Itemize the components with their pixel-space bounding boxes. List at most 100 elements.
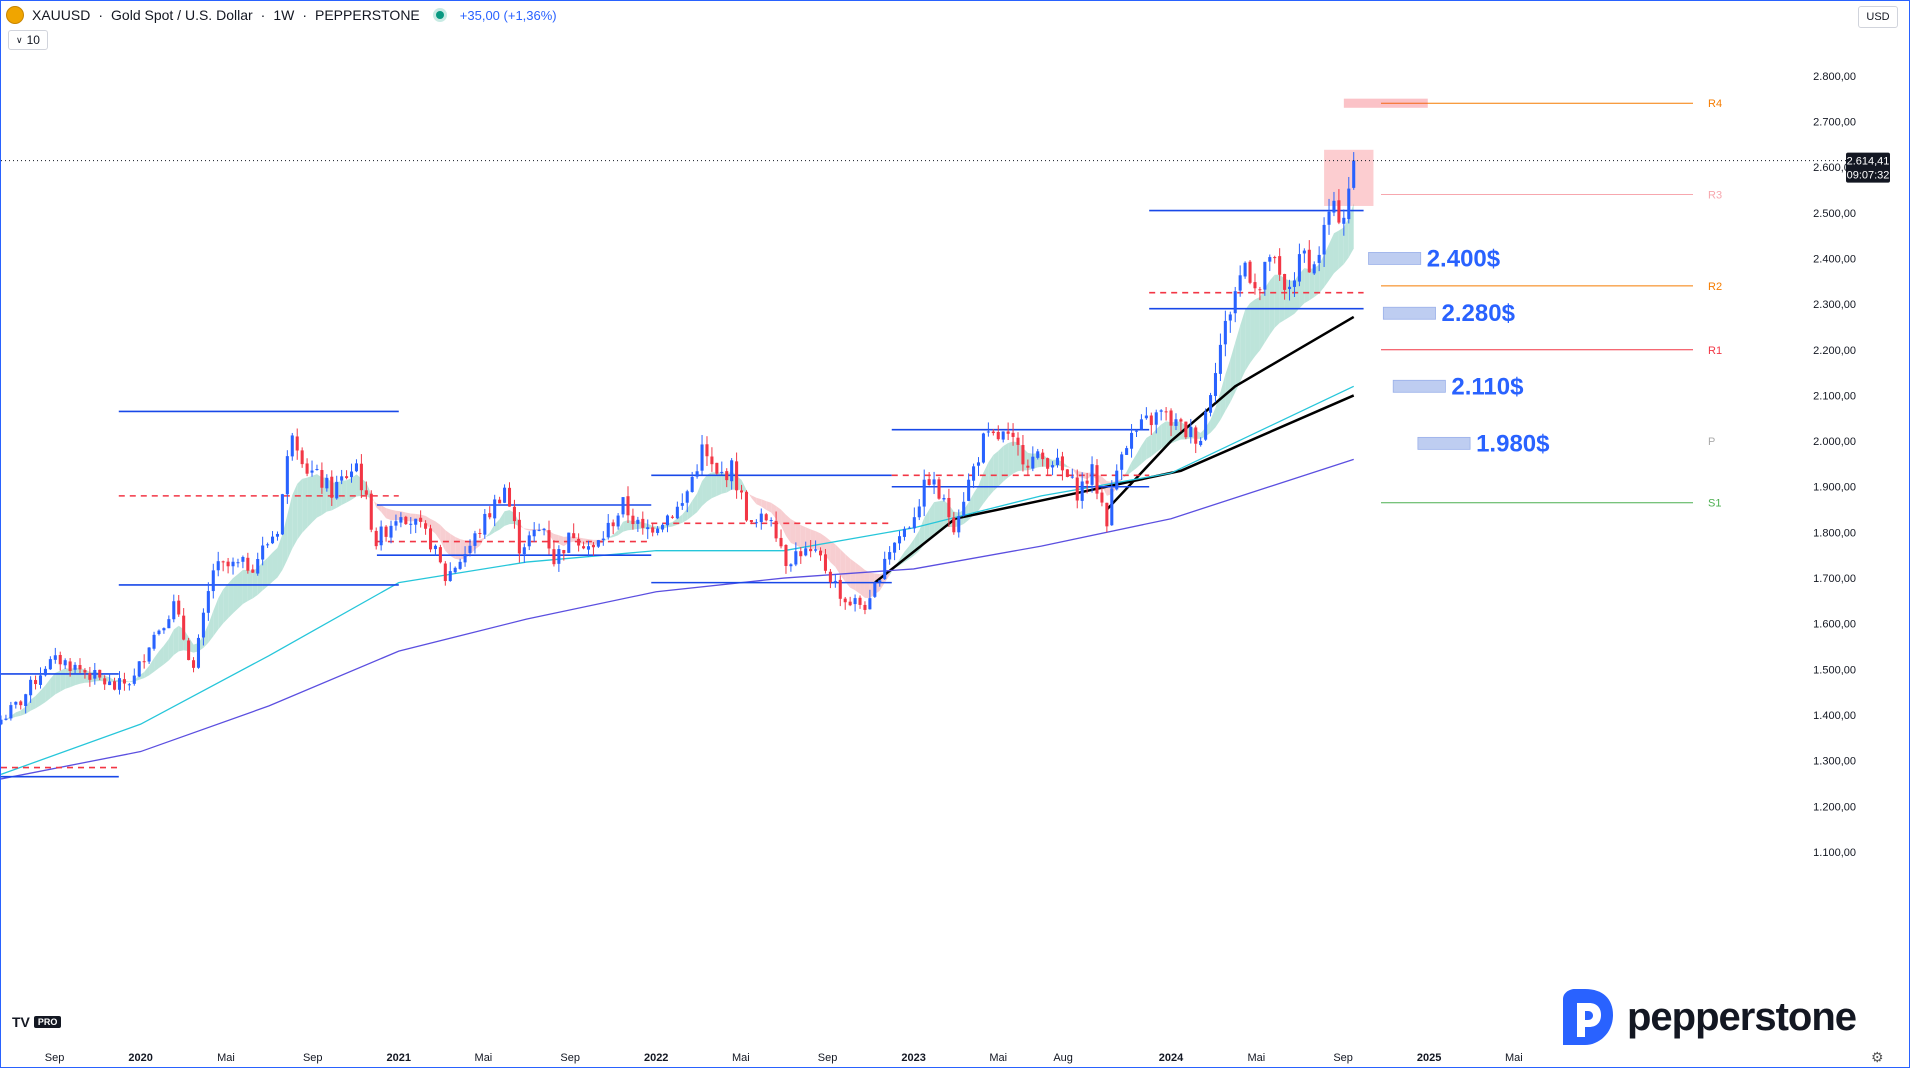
trend-band-segment: [109, 677, 115, 683]
bull-candle: [1110, 488, 1114, 526]
bar-countdown: 09:07:32: [1847, 170, 1890, 182]
bear-candle: [749, 520, 753, 523]
bear-candle: [1307, 249, 1311, 273]
bear-candle: [952, 517, 956, 533]
trend-band-segment: [1151, 429, 1157, 457]
trend-band-segment: [75, 667, 80, 686]
bear-candle: [305, 463, 309, 474]
chart-settings-icon[interactable]: ⚙: [1871, 1049, 1884, 1065]
symbol-name[interactable]: XAUUSD: [32, 7, 91, 23]
bear-candle: [359, 463, 363, 491]
bull-candle: [1031, 456, 1035, 469]
trend-band-segment: [983, 462, 989, 504]
y-tick-label: 2.500,00: [1813, 208, 1856, 220]
trend-band-segment: [252, 567, 258, 599]
bear-candle: [364, 490, 368, 495]
x-tick-label: Mai: [1248, 1052, 1266, 1064]
trend-band-segment: [558, 535, 564, 547]
bull-candle: [1302, 250, 1306, 254]
bear-candle: [419, 517, 423, 522]
trend-band-segment: [391, 509, 396, 521]
bear-candle: [705, 444, 709, 457]
trend-band-segment: [998, 446, 1004, 487]
trend-band-segment: [1343, 217, 1349, 265]
bull-candle: [1134, 430, 1139, 432]
pepperstone-logo-icon: [1563, 989, 1613, 1045]
bear-candle: [947, 497, 951, 518]
timeframe[interactable]: 1W: [273, 7, 295, 23]
bull-candle: [468, 545, 472, 553]
bull-candle: [162, 628, 166, 631]
bear-candle: [58, 654, 62, 665]
bear-candle: [488, 513, 492, 518]
moving-average-line: [1105, 315, 1355, 511]
bear-candle: [744, 491, 749, 521]
bull-candle: [1228, 314, 1232, 321]
bull-candle: [315, 469, 319, 471]
bull-candle: [656, 528, 660, 533]
trend-band-segment: [741, 479, 747, 493]
trend-band-segment: [272, 547, 278, 582]
bull-candle: [152, 634, 156, 649]
moving-average-line: [0, 458, 1354, 780]
trend-band-segment: [341, 480, 347, 505]
trend-band-segment: [603, 537, 609, 543]
interval-dropdown[interactable]: ∨ 10: [8, 30, 48, 50]
bull-candle: [157, 630, 161, 635]
bear-candle: [937, 479, 941, 499]
trend-band-segment: [785, 514, 791, 543]
trend-band-segment: [835, 544, 841, 575]
target-zone: [1382, 306, 1436, 320]
trend-band-segment: [40, 685, 46, 706]
bull-candle: [1263, 261, 1267, 290]
trend-band-segment: [307, 475, 313, 528]
bull-candle: [167, 619, 171, 629]
trend-band-segment: [1146, 434, 1152, 460]
trend-band-segment: [1077, 471, 1083, 478]
bear-candle: [103, 678, 107, 685]
bull-candle: [976, 462, 981, 466]
trend-band-segment: [939, 500, 944, 531]
bull-candle: [231, 561, 235, 567]
last-price-value: 2.614,41: [1847, 156, 1890, 168]
bear-candle: [68, 661, 72, 672]
bull-candle: [1288, 286, 1292, 290]
bear-candle: [670, 516, 674, 518]
bear-candle: [823, 554, 827, 571]
trend-band-segment: [1225, 359, 1231, 412]
bull-candle: [972, 466, 976, 481]
bull-candle: [1352, 160, 1356, 188]
trend-band-segment: [613, 529, 619, 538]
x-tick-label: 2022: [644, 1052, 668, 1064]
trend-band-segment: [850, 558, 856, 591]
trend-band-segment: [855, 562, 861, 594]
bear-candle: [443, 563, 447, 582]
target-label: 2.400$: [1427, 245, 1501, 272]
bull-candle: [1238, 275, 1242, 291]
bull-candle: [236, 562, 240, 564]
trend-band-segment: [242, 569, 248, 604]
bull-candle: [285, 456, 289, 495]
trend-band-segment: [820, 533, 826, 556]
target-labels: 2.400$ 2.280$ 2.110$ 1.980$: [1368, 245, 1550, 457]
bull-candle: [873, 583, 877, 597]
bull-candle: [24, 694, 28, 707]
bear-candle: [1085, 480, 1089, 484]
trend-band-segment: [524, 528, 530, 531]
bull-candle: [1001, 431, 1005, 440]
trend-band-segment: [929, 502, 935, 540]
bull-candle: [527, 535, 531, 547]
bull-candle: [967, 479, 971, 501]
trend-band-segment: [233, 574, 238, 614]
trend-band-segment: [1254, 297, 1260, 357]
symbol-description: Gold Spot / U.S. Dollar: [111, 7, 253, 23]
pivot-label: P: [1708, 436, 1715, 448]
bear-candle: [512, 506, 516, 522]
trend-band-segment: [386, 508, 392, 521]
bull-candle: [1292, 280, 1297, 287]
bull-candle: [754, 522, 758, 524]
currency-button[interactable]: USD: [1858, 6, 1898, 28]
bull-candle: [325, 477, 329, 489]
trend-band-segment: [1245, 303, 1251, 372]
